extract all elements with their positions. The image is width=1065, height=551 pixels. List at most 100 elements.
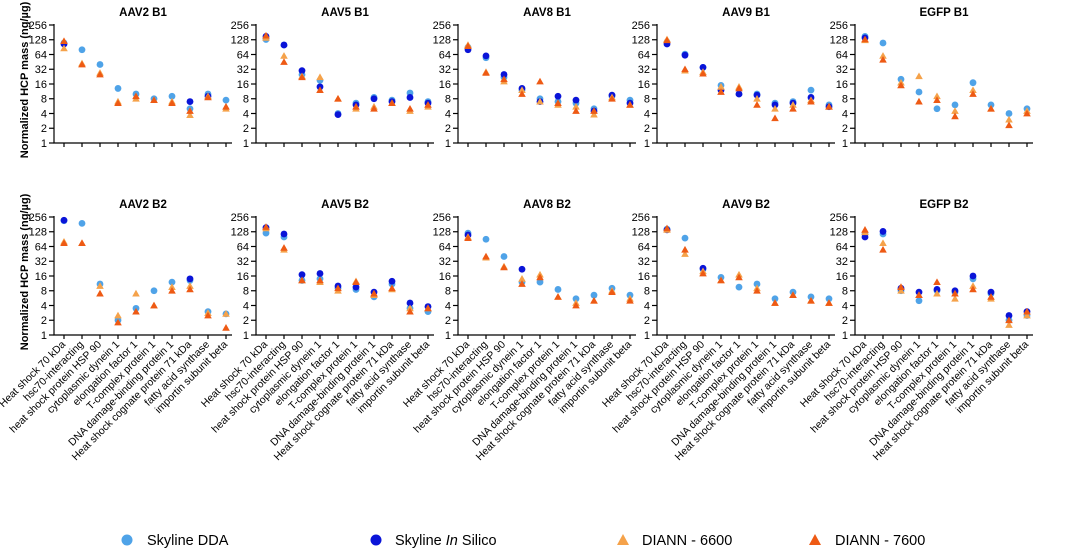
point-diann-6600 (879, 52, 887, 59)
point-skyline-in-silico (699, 63, 707, 71)
y-tick-label: 32 (237, 64, 249, 76)
point-diann-7600 (933, 96, 941, 103)
y-tick-label: 1 (243, 330, 249, 342)
panel-aav8-b1: AAV8 B1 1 2 4 8 16 32 64 128 256 (433, 7, 636, 150)
panel-egfp-b2: EGFP B2 1 2 4 8 16 32 64 128 256 (830, 199, 1033, 342)
y-tick-label: 8 (41, 286, 47, 298)
y-tick-label: 1 (842, 138, 848, 150)
point-skyline-dda (969, 79, 977, 87)
point-diann-6600 (681, 250, 689, 257)
point-diann-7600 (500, 75, 508, 83)
y-tick-label: 8 (644, 286, 650, 298)
y-tick-label: 32 (638, 256, 650, 268)
point-diann-7600 (352, 278, 360, 285)
point-skyline-dda (482, 235, 490, 243)
point-diann-7600 (861, 35, 869, 43)
point-skyline-dda (1005, 110, 1013, 117)
point-diann-6600 (1005, 115, 1013, 123)
point-diann-7600 (771, 114, 779, 122)
y-tick-label: 128 (632, 227, 650, 239)
point-skyline-dda (951, 101, 959, 109)
y-tick-label: 32 (439, 256, 451, 268)
y-tick-label: 32 (35, 256, 47, 268)
y-tick-label: 8 (445, 94, 451, 106)
y-tick-label: 256 (433, 20, 451, 32)
point-diann-7600 (590, 107, 598, 114)
point-skyline-dda (78, 46, 86, 54)
point-diann-6600 (897, 286, 905, 294)
point-skyline-dda (78, 219, 86, 227)
point-diann-7600 (464, 42, 472, 49)
legend-marker-diann-7600 (809, 534, 821, 545)
y-tick-label: 256 (433, 212, 451, 224)
point-diann-7600 (388, 284, 396, 292)
y-tick-label: 4 (842, 108, 848, 120)
y-tick-label: 2 (842, 315, 848, 327)
point-diann-6600 (186, 282, 194, 289)
point-diann-7600 (825, 102, 833, 110)
y-tick-label: 16 (638, 79, 650, 91)
point-diann-6600 (1023, 311, 1031, 319)
point-skyline-in-silico (334, 111, 342, 118)
y-tick-label: 128 (29, 35, 47, 47)
legend-label-skyline-in-silico: Skyline In Silico (395, 533, 497, 549)
point-skyline-dda (681, 234, 689, 242)
point-skyline-dda (735, 283, 743, 291)
y-tick-label: 2 (644, 123, 650, 135)
point-skyline-dda (915, 297, 923, 305)
point-skyline-in-silico (280, 41, 288, 49)
point-diann-7600 (969, 90, 977, 97)
y-tick-label: 256 (231, 20, 249, 32)
point-diann-7600 (222, 324, 230, 331)
point-skyline-dda (825, 295, 833, 303)
point-skyline-in-silico (518, 265, 526, 273)
point-skyline-in-silico (500, 71, 508, 78)
point-diann-7600 (608, 94, 616, 102)
point-diann-7600 (789, 104, 797, 112)
point-diann-7600 (406, 104, 414, 112)
point-diann-7600 (316, 86, 324, 93)
y-tick-label: 128 (433, 35, 451, 47)
legend-marker-skyline-in-silico (370, 534, 382, 546)
point-diann-7600 (370, 104, 378, 112)
y-tick-label: 64 (35, 241, 47, 253)
point-skyline-in-silico (1005, 312, 1013, 319)
point-skyline-dda (771, 295, 779, 303)
y-tick-label: 2 (41, 123, 47, 135)
point-diann-7600 (969, 285, 977, 293)
point-diann-7600 (204, 311, 212, 319)
point-skyline-in-silico (572, 96, 580, 104)
y-tick-label: 256 (29, 212, 47, 224)
y-tick-label: 4 (41, 108, 47, 120)
point-diann-6600 (879, 239, 887, 246)
point-skyline-dda (807, 293, 815, 301)
y-tick-label: 1 (644, 138, 650, 150)
point-skyline-dda (536, 278, 544, 286)
point-skyline-dda (753, 280, 761, 288)
point-diann-7600 (1023, 109, 1031, 117)
point-skyline-in-silico (681, 51, 689, 59)
y-tick-label: 128 (433, 227, 451, 239)
point-diann-6600 (96, 282, 104, 289)
y-tick-label: 64 (638, 241, 650, 253)
point-skyline-in-silico (406, 299, 414, 307)
panel-title: AAV2 B1 (119, 7, 167, 19)
point-diann-6600 (1005, 321, 1013, 328)
point-skyline-dda (168, 278, 176, 286)
point-diann-7600 (186, 107, 194, 114)
point-diann-7600 (222, 102, 230, 110)
point-diann-7600 (168, 286, 176, 294)
point-diann-7600 (789, 291, 797, 299)
point-skyline-in-silico (280, 230, 288, 238)
point-diann-7600 (262, 223, 270, 230)
point-diann-7600 (424, 304, 432, 312)
point-diann-7600 (735, 273, 743, 281)
point-diann-6600 (114, 311, 122, 319)
point-skyline-in-silico (861, 233, 869, 241)
point-diann-6600 (590, 110, 598, 118)
point-diann-6600 (969, 282, 977, 289)
point-diann-6600 (951, 107, 959, 114)
point-diann-7600 (96, 289, 104, 297)
